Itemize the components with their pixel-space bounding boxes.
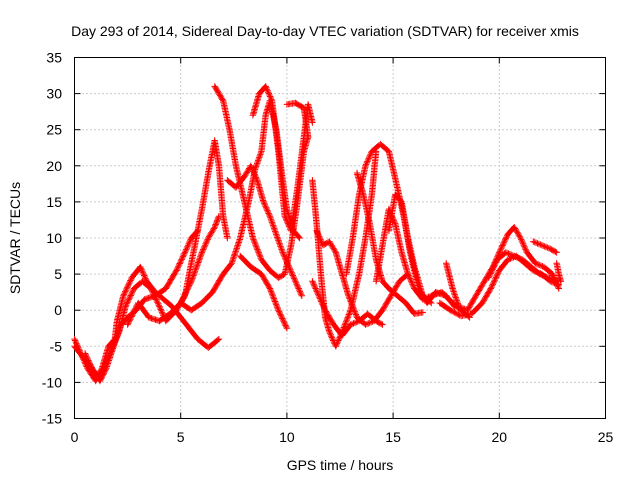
marker-path	[81, 227, 201, 385]
series-track-10	[283, 99, 312, 141]
marker-path	[283, 99, 312, 141]
series-track-7	[224, 162, 305, 299]
y-tick-label: 25	[46, 122, 62, 138]
x-tick-label: 20	[492, 429, 508, 445]
grid-lines	[74, 57, 606, 419]
x-tick-labels: 0 5 10 15 20 25	[71, 429, 614, 445]
y-tick-label: 5	[54, 266, 62, 282]
series-track-14	[343, 140, 458, 310]
x-tick-label: 0	[71, 429, 79, 445]
x-tick-label: 10	[279, 429, 295, 445]
series-track-20	[485, 249, 562, 285]
y-tick-label: -15	[42, 411, 62, 427]
series-track-3	[81, 227, 201, 385]
series-track-4	[124, 213, 223, 328]
y-tick-label: -10	[42, 374, 62, 390]
series-track-17	[385, 191, 435, 307]
marker-path	[224, 162, 305, 299]
marker-path	[530, 238, 560, 256]
series-track-21	[530, 238, 560, 256]
marker-path	[309, 148, 380, 350]
y-tick-label: 20	[46, 158, 62, 174]
y-axis-label: SDTVAR / TECUs	[7, 182, 23, 294]
series-track-6	[211, 83, 312, 281]
y-tick-labels: -15 -10 -5 0 5 10 15 20 25 30 35	[42, 50, 62, 427]
series-track-9	[237, 252, 291, 332]
marker-path	[343, 140, 458, 310]
series-track-12	[313, 227, 412, 328]
marker-path	[124, 213, 223, 328]
y-tick-label: 0	[54, 302, 62, 318]
marker-path	[309, 278, 386, 339]
x-axis-label: GPS time / hours	[287, 457, 394, 473]
y-tick-label: 10	[46, 230, 62, 246]
y-tick-label: -5	[50, 338, 63, 354]
y-tick-label: 15	[46, 194, 62, 210]
data-markers	[71, 83, 565, 385]
series-track-22	[553, 260, 565, 285]
x-tick-label: 25	[598, 429, 614, 445]
plot-frame	[74, 57, 606, 419]
series-track-11	[309, 148, 380, 350]
series-track-13	[309, 278, 386, 339]
marker-path	[237, 252, 291, 332]
marker-path	[485, 249, 562, 285]
y-tick-label: 30	[46, 86, 62, 102]
chart-title: Day 293 of 2014, Sidereal Day-to-day VTE…	[71, 23, 579, 39]
x-tick-label: 5	[177, 429, 185, 445]
x-tick-label: 15	[385, 429, 401, 445]
marker-path	[313, 227, 412, 328]
marker-path	[211, 83, 312, 281]
y-tick-label: 35	[46, 50, 62, 66]
marker-path	[385, 191, 435, 307]
axis-ticks	[74, 57, 606, 419]
marker-path	[553, 260, 565, 285]
